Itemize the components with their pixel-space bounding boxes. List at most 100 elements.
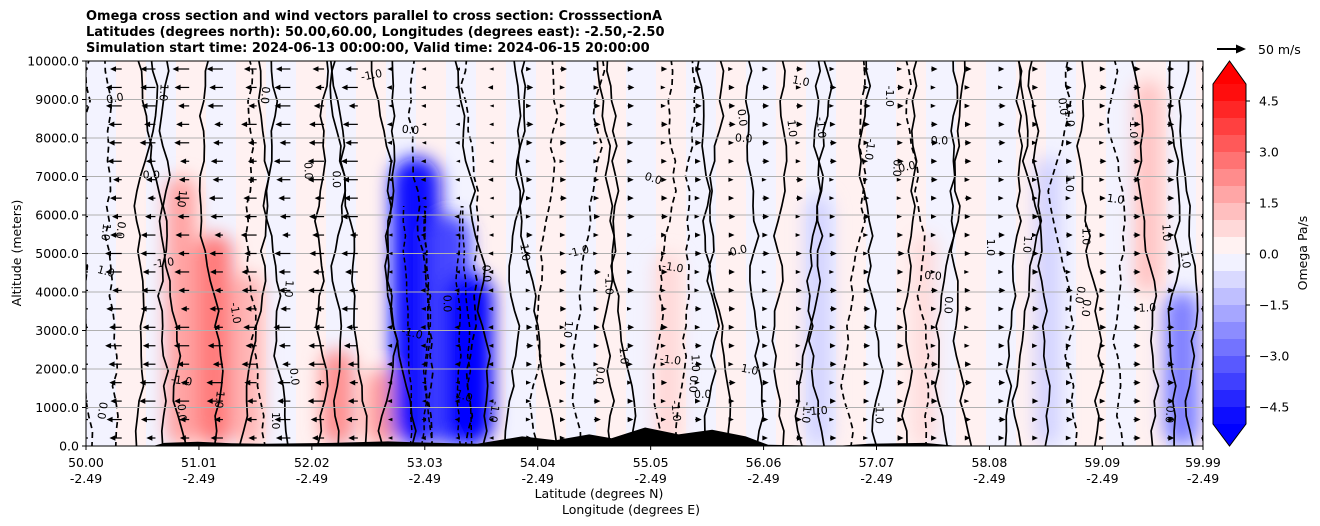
omega-cell-9 [655,253,680,446]
wind-vector-head [245,416,252,423]
contour-label: -1.0 [668,400,683,423]
wind-vector-head [728,84,735,91]
contour-label: 0.0 [287,367,302,386]
wind-vector-head [1168,324,1175,331]
wind-vector-head [421,306,426,311]
wind-vector-head [593,159,599,164]
contour-label: 1.0 [98,223,113,242]
x-tick-label-lon-8: -2.49 [973,471,1005,486]
wind-vector-head [278,269,285,275]
contour-label: 1.0 [740,362,760,378]
x-tick-label-lon-6: -2.49 [747,471,779,486]
wind-vector-head [455,67,460,71]
contour-label: -1.0 [862,138,878,161]
wind-vector-head [1032,269,1039,275]
wind-vector-head [559,121,566,127]
wind-vector-head [998,435,1005,441]
wind-vector-head [931,379,937,386]
wind-vector-head [1099,436,1105,440]
wind-vector-head [1099,66,1106,72]
wind-vector-head [312,232,319,238]
wind-vector-head [964,177,970,182]
colorbar-band-2 [1213,390,1246,407]
wind-vector-head [489,122,494,127]
wind-vector-head [829,343,836,349]
wind-vector-head [488,417,494,422]
wind-vector-head [627,343,634,349]
wind-vector-head [795,398,801,404]
x-tick-label-lon-9: -2.49 [1086,471,1118,486]
wind-vector-head [421,122,427,126]
wind-vector-head [315,84,322,91]
wind-vector-head [421,380,427,385]
wind-vector-head [387,399,393,404]
wind-vector-head [1032,195,1038,201]
wind-vector-head [179,435,186,441]
wind-vector-head [661,306,667,312]
wind-vector-head [864,324,871,331]
contour-line-16 [459,61,480,446]
wind-vector-head [455,140,460,145]
wind-vector-head [559,399,565,403]
wind-vector-head [141,103,148,109]
contour-label: -1.0 [567,243,591,261]
wind-vector-head [212,176,219,183]
wind-vector-head [627,398,634,404]
wind-vector-head [594,269,601,275]
contour-label: -1.0 [1080,224,1093,245]
wind-vector-head [829,270,835,274]
wind-vector-head [999,250,1006,257]
contour-line-25 [674,61,697,446]
wind-vector-head [315,306,322,312]
wind-vector-head [178,287,185,294]
wind-vector-head [1134,379,1141,386]
contour-line-37 [950,61,973,446]
wind-vector-head [1168,250,1175,257]
omega-cell-10 [805,195,832,446]
wind-vector-head [1032,435,1038,441]
wind-vector-head [728,324,735,330]
wind-vector-head [455,270,460,274]
wind-vector-head [106,416,113,423]
wind-vector-head [1099,343,1106,349]
wind-vector-head [1100,158,1107,165]
wind-vector-head [245,342,252,349]
x-tick-label-lat-3: 53.03 [407,455,443,470]
colorbar-band-20 [1213,84,1246,101]
wind-vector-head [273,158,280,165]
contour-line-21 [571,61,606,446]
wind-vector-head [488,343,494,348]
colorbar-band-8 [1213,288,1246,305]
wind-vector-head [1032,306,1039,312]
x-tick-label-lat-6: 56.06 [746,455,782,470]
wind-vector-head [147,195,154,201]
wind-vector-head [796,66,803,72]
wind-vector-head [421,214,427,219]
contour-line-34 [901,61,918,446]
wind-vector-head [559,417,566,422]
wind-vector-head [1066,177,1072,183]
wind-vector-head [1134,195,1141,201]
wind-vector-head [830,158,837,165]
wind-vector-head [526,103,532,109]
wind-vector-head [728,158,734,164]
wind-vector-head [829,214,836,219]
wind-vector-head [488,399,494,403]
wind-vector-head [1066,416,1073,423]
wind-vector-head [387,380,393,385]
wind-vector-head [1168,232,1175,238]
wind-vector-head [174,84,181,91]
wind-vector-head [489,67,494,71]
wind-vector-head [660,343,666,348]
wind-vector-head [1065,195,1071,201]
wind-vector-head [1066,84,1072,91]
wind-vector-head [1134,176,1141,183]
wind-vector-head [627,287,634,294]
wind-vector-head [796,287,802,293]
wind-vector-head [110,66,117,72]
wind-vector-head [174,269,181,275]
wind-vector-head [930,343,936,348]
wind-vector-head [931,195,937,201]
wind-vector-head [795,85,802,90]
wind-vector-head [213,324,220,331]
